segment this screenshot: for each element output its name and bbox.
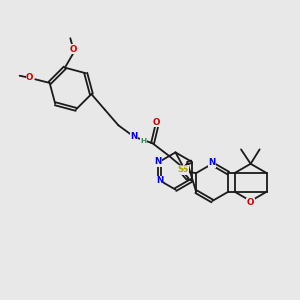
Text: N: N [154,157,162,166]
Text: O: O [26,73,34,82]
Text: S: S [178,165,184,174]
Text: H: H [141,138,147,144]
Text: N: N [130,132,138,141]
Text: N: N [208,158,216,167]
Text: N: N [156,176,163,185]
Text: S: S [182,166,188,175]
Text: O: O [153,118,160,127]
Text: O: O [70,44,77,53]
Text: O: O [247,198,254,207]
